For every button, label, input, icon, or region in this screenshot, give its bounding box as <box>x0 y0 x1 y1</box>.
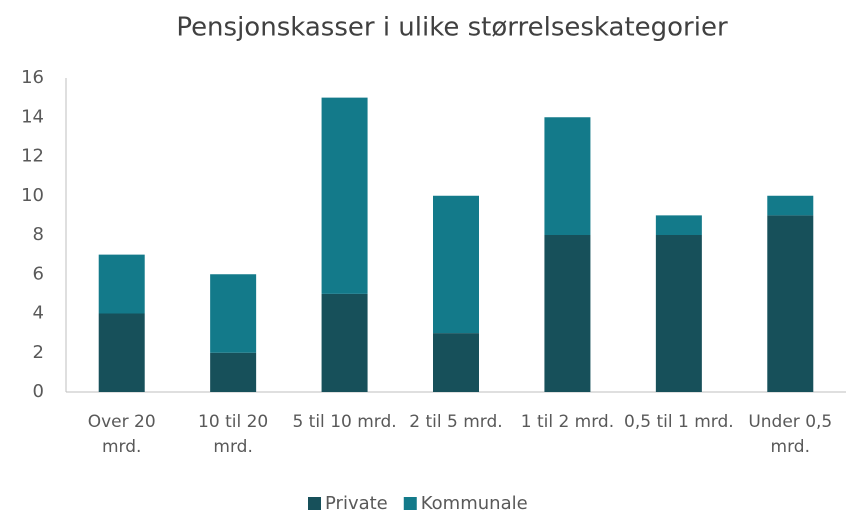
y-tick-label: 2 <box>33 342 44 363</box>
x-tick-label: 2 til 5 mrd. <box>409 412 503 432</box>
y-tick-label: 12 <box>21 146 44 167</box>
y-tick-label: 8 <box>33 224 44 245</box>
x-tick-label: Over 20 mrd. <box>87 412 156 457</box>
bar-segment <box>433 195 479 334</box>
y-tick-label: 14 <box>21 106 44 127</box>
y-tick-label: 10 <box>21 185 44 206</box>
bar-segment <box>433 333 479 392</box>
bar-segment <box>544 117 591 235</box>
bar-segment <box>321 97 368 294</box>
bar-segment <box>98 313 145 392</box>
bar-segment <box>98 254 145 314</box>
legend-label: Private <box>325 493 388 514</box>
legend-swatch <box>403 497 417 510</box>
bar-segment <box>544 235 591 392</box>
bar-segment <box>767 215 814 392</box>
bar-segment <box>321 293 368 392</box>
bar-segment <box>210 352 257 392</box>
bar-segment <box>767 195 814 216</box>
y-tick-label: 4 <box>33 303 44 324</box>
x-tick-label: 5 til 10 mrd. <box>292 412 397 432</box>
legend-swatch <box>308 497 321 510</box>
legend-label: Kommunale <box>421 493 528 514</box>
x-tick-label: 0,5 til 1 mrd. <box>624 412 734 432</box>
bar-segment <box>655 215 702 235</box>
y-tick-label: 6 <box>33 263 44 284</box>
y-tick-label: 16 <box>21 67 44 88</box>
bar-segment <box>655 235 702 392</box>
bar-segment <box>210 274 257 353</box>
x-tick-label: 1 til 2 mrd. <box>520 412 615 432</box>
x-tick-label: 10 til 20 mrd. <box>198 412 269 457</box>
chart-title: Pensjonskasser i ulike størrelseskategor… <box>176 13 728 43</box>
x-tick-label: Under 0,5 mrd. <box>748 412 833 457</box>
y-tick-label: 0 <box>33 381 44 402</box>
